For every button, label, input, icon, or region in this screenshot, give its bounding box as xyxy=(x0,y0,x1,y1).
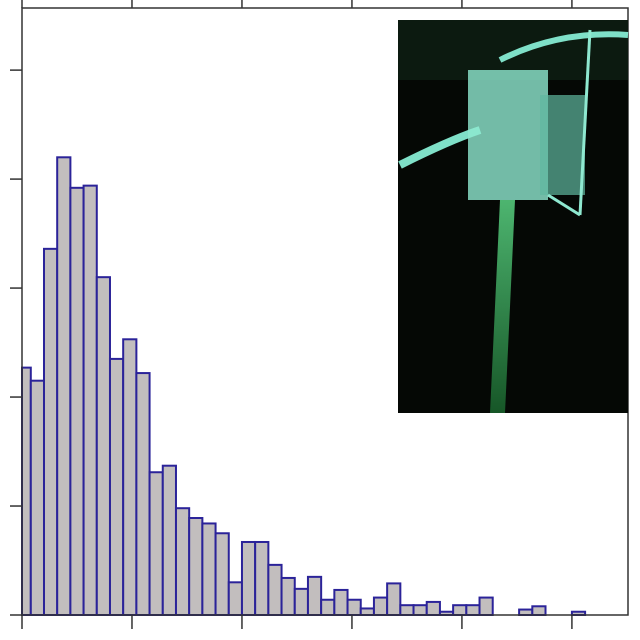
plot-area xyxy=(10,0,629,629)
bar xyxy=(320,598,336,617)
bar xyxy=(174,507,191,617)
bar xyxy=(333,588,349,616)
bar xyxy=(531,605,547,616)
bar xyxy=(399,604,415,616)
bar xyxy=(227,581,243,617)
bar xyxy=(293,587,309,616)
bar xyxy=(122,338,138,616)
bar xyxy=(306,575,323,616)
bar xyxy=(161,464,177,616)
bar xyxy=(82,184,98,616)
bar xyxy=(21,366,32,616)
bar xyxy=(280,576,296,616)
bar xyxy=(42,247,59,617)
bar xyxy=(412,604,428,616)
bar xyxy=(108,357,125,616)
bar xyxy=(148,471,164,616)
bar xyxy=(346,598,362,617)
bar xyxy=(240,540,257,617)
bar xyxy=(188,517,204,616)
bar xyxy=(267,563,283,616)
bar xyxy=(254,540,270,617)
inset-photo xyxy=(398,20,629,413)
bar xyxy=(465,604,481,616)
bar xyxy=(452,604,468,616)
bar xyxy=(372,596,389,616)
bar xyxy=(386,582,402,617)
bar xyxy=(478,596,494,616)
bar xyxy=(359,607,375,617)
bar xyxy=(214,532,230,617)
bar xyxy=(95,276,111,616)
bar xyxy=(518,608,534,616)
bar xyxy=(135,372,151,616)
bar xyxy=(201,522,217,616)
bar xyxy=(425,600,441,616)
bar xyxy=(29,379,45,616)
bar xyxy=(69,186,85,616)
bar xyxy=(56,156,72,616)
